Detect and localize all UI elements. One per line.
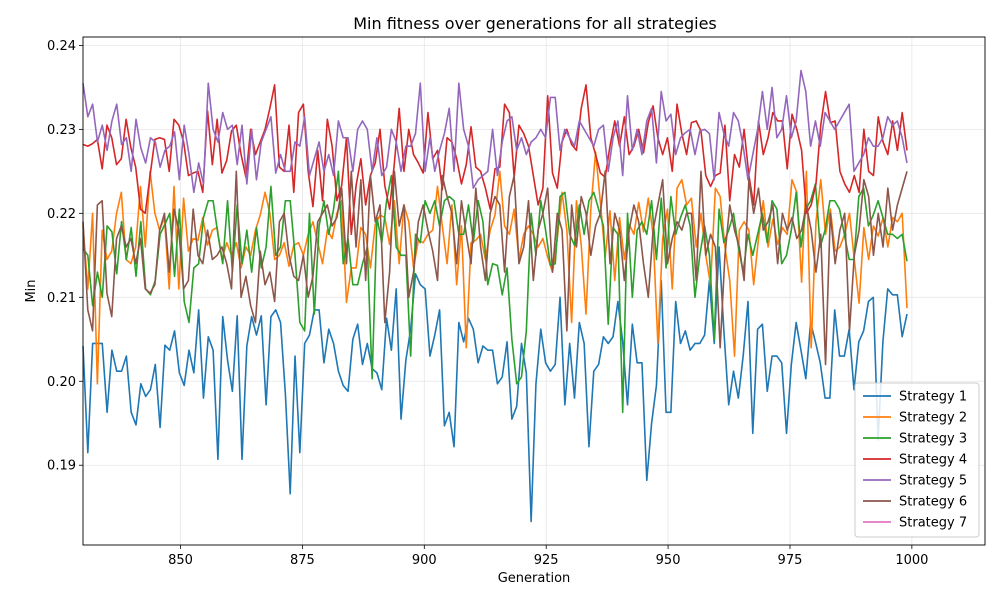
x-tick-label: 850	[168, 553, 193, 568]
x-tick-label: 950	[656, 553, 681, 568]
series-line-4	[82, 84, 908, 236]
x-axis-label: Generation	[498, 571, 571, 586]
series-lines	[82, 69, 908, 523]
legend-label: Strategy 1	[899, 390, 967, 405]
series-line-6	[82, 170, 908, 366]
legend: Strategy 1 Strategy 2 Strategy 3 Strategy 4…	[854, 382, 980, 538]
x-tick-label: 875	[290, 553, 315, 568]
legend-label: Strategy 4	[899, 453, 967, 468]
y-tick-label: 0.21	[47, 291, 76, 306]
legend-label: Strategy 6	[899, 495, 967, 510]
legend-label: Strategy 7	[899, 516, 967, 531]
y-tick-label: 0.20	[47, 375, 76, 390]
chart-title: Min fitness over generations for all str…	[353, 14, 717, 33]
legend-label: Strategy 3	[899, 432, 967, 447]
series-line-5	[82, 69, 908, 194]
y-tick-label: 0.23	[47, 123, 76, 138]
y-axis: 0.19 0.20 0.21 0.22 0.23 0.24	[47, 39, 83, 474]
y-tick-label: 0.19	[47, 459, 76, 474]
x-tick-label: 925	[534, 553, 559, 568]
legend-label: Strategy 2	[899, 411, 967, 426]
x-tick-label: 1000	[895, 553, 928, 568]
y-axis-label: Min	[24, 279, 39, 302]
y-tick-label: 0.22	[47, 207, 76, 222]
y-tick-label: 0.24	[47, 39, 76, 54]
series-line-1	[82, 246, 908, 523]
plot-frame	[82, 36, 986, 546]
x-tick-label: 900	[412, 553, 437, 568]
x-axis: 850 875 900 925 950 975 1000	[168, 545, 928, 568]
legend-label: Strategy 5	[899, 474, 967, 489]
x-tick-label: 975	[778, 553, 803, 568]
legend-box	[854, 382, 980, 538]
